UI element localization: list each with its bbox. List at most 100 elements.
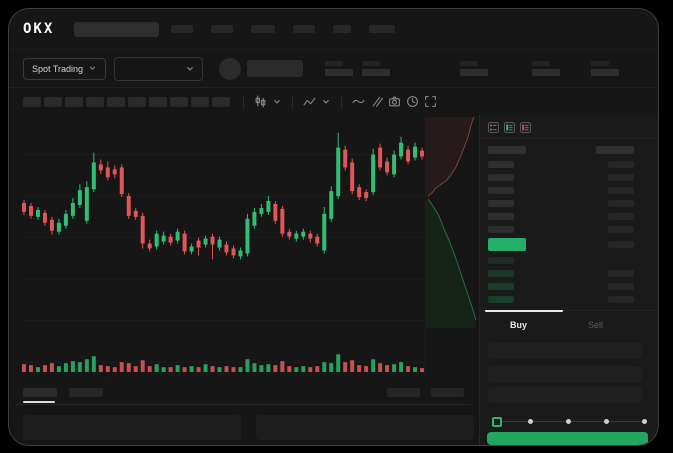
slider-stop-dot[interactable]	[528, 419, 533, 425]
depth-panel	[425, 115, 479, 378]
bottom-boxes	[23, 415, 474, 440]
orderbook-bids-icon[interactable]	[504, 122, 515, 133]
history-icon[interactable]	[406, 95, 419, 108]
slider-stop-dot[interactable]	[642, 419, 647, 425]
action-skeleton[interactable]	[431, 388, 464, 397]
depth-chart	[426, 116, 477, 328]
nav-item-skeleton[interactable]	[369, 25, 396, 33]
okx-logo: OKX	[23, 21, 55, 37]
ticker-stat-skeleton	[325, 61, 354, 76]
bottom-input-skeleton[interactable]	[23, 415, 241, 440]
interval-button-skeleton[interactable]	[149, 96, 167, 107]
orderbook-panel: Buy Sell	[479, 115, 658, 445]
orderbook-combined-icon[interactable]	[488, 122, 499, 133]
market-type-label: Spot Trading	[32, 63, 84, 74]
top-navbar: OKX	[9, 9, 658, 50]
ticker-stat-skeleton	[460, 61, 489, 76]
pair-name-skeleton	[247, 60, 304, 77]
ticker-stat-skeleton	[591, 61, 620, 76]
nav-item-skeleton[interactable]	[171, 25, 194, 33]
tab-buy[interactable]: Buy	[509, 319, 527, 330]
tab-sell[interactable]: Sell	[587, 319, 603, 330]
nav-item-skeleton[interactable]	[293, 25, 316, 33]
chart-region	[9, 115, 479, 378]
nav-item-skeleton[interactable]	[333, 25, 352, 33]
orderbook-asks-icon[interactable]	[520, 122, 531, 133]
compare-icon[interactable]	[352, 95, 365, 108]
ask-row[interactable]	[488, 171, 634, 184]
interval-button-skeleton[interactable]	[212, 96, 230, 107]
divider	[341, 95, 342, 108]
chart-style-icon[interactable]	[254, 95, 267, 108]
ask-row[interactable]	[488, 210, 634, 223]
market-type-dropdown[interactable]: Spot Trading	[23, 57, 107, 80]
pair-dropdown[interactable]	[114, 56, 204, 81]
bid-row[interactable]	[488, 293, 634, 306]
camera-icon[interactable]	[388, 95, 401, 108]
interval-button-skeleton[interactable]	[170, 96, 188, 107]
candlestick-chart[interactable]	[21, 115, 425, 378]
ask-row[interactable]	[488, 158, 634, 171]
interval-button-skeleton[interactable]	[23, 96, 41, 107]
ask-row[interactable]	[488, 223, 634, 236]
draw-icon[interactable]	[370, 95, 383, 108]
chevron-down-icon[interactable]	[321, 97, 331, 107]
buy-button[interactable]	[487, 432, 648, 445]
candles-wrap	[21, 115, 425, 378]
slider-stop-dot[interactable]	[604, 419, 609, 425]
orderbook-view-toggles	[480, 115, 658, 138]
divider	[15, 404, 471, 405]
interval-button-skeleton[interactable]	[65, 96, 83, 107]
nav-item-skeleton[interactable]	[211, 25, 234, 33]
orderbook-rows	[480, 139, 658, 306]
buy-tab-indicator	[485, 309, 563, 312]
bottom-tab-skeleton[interactable]	[69, 388, 103, 397]
trade-tabs: Buy Sell	[480, 309, 658, 334]
toolbar-icons	[238, 95, 437, 108]
chart-column	[9, 115, 479, 445]
app-window: OKX Spot Trading	[8, 8, 659, 446]
bottom-actions-skeletons	[387, 388, 464, 397]
ask-row[interactable]	[488, 184, 634, 197]
interval-button-skeleton[interactable]	[44, 96, 62, 107]
interval-button-skeleton[interactable]	[191, 96, 209, 107]
slider-stop-dot[interactable]	[566, 419, 571, 425]
interval-button-skeleton[interactable]	[128, 96, 146, 107]
orderbook-header	[488, 142, 634, 158]
order-total-input-skeleton[interactable]	[488, 386, 642, 404]
ticker-stat-skeleton	[532, 61, 561, 76]
interval-button-skeleton[interactable]	[107, 96, 125, 107]
market-subheader: Spot Trading	[9, 50, 658, 88]
interval-skeletons	[23, 96, 230, 107]
chevron-down-icon	[187, 66, 193, 71]
indicators-icon[interactable]	[303, 95, 316, 108]
divider	[292, 95, 293, 108]
bottom-input-skeleton[interactable]	[256, 415, 474, 440]
bottom-tab-active-skeleton[interactable]	[23, 388, 57, 397]
stat-skeletons	[303, 61, 620, 76]
chevron-down-icon	[90, 66, 96, 70]
orders-history-panel	[9, 378, 479, 445]
ask-row[interactable]	[488, 197, 634, 210]
order-price-input-skeleton[interactable]	[488, 342, 642, 360]
nav-skeletons	[171, 25, 396, 33]
action-skeleton[interactable]	[387, 388, 420, 397]
slider-handle[interactable]	[492, 417, 502, 428]
divider	[480, 138, 658, 139]
chevron-down-icon[interactable]	[272, 97, 282, 107]
nav-item-skeleton[interactable]	[251, 25, 276, 33]
interval-button-skeleton[interactable]	[86, 96, 104, 107]
product-title-skeleton	[74, 21, 160, 37]
coin-avatar	[219, 57, 242, 80]
bid-row[interactable]	[488, 254, 634, 267]
chart-toolbar	[9, 88, 658, 115]
amount-slider[interactable]	[492, 414, 647, 428]
bid-row[interactable]	[488, 267, 634, 280]
bottom-tabs	[9, 378, 479, 403]
active-tab-indicator	[23, 401, 55, 403]
ticker-stat-skeleton	[362, 61, 391, 76]
fullscreen-icon[interactable]	[424, 95, 437, 108]
bid-row[interactable]	[488, 280, 634, 293]
order-amount-input-skeleton[interactable]	[488, 366, 642, 383]
